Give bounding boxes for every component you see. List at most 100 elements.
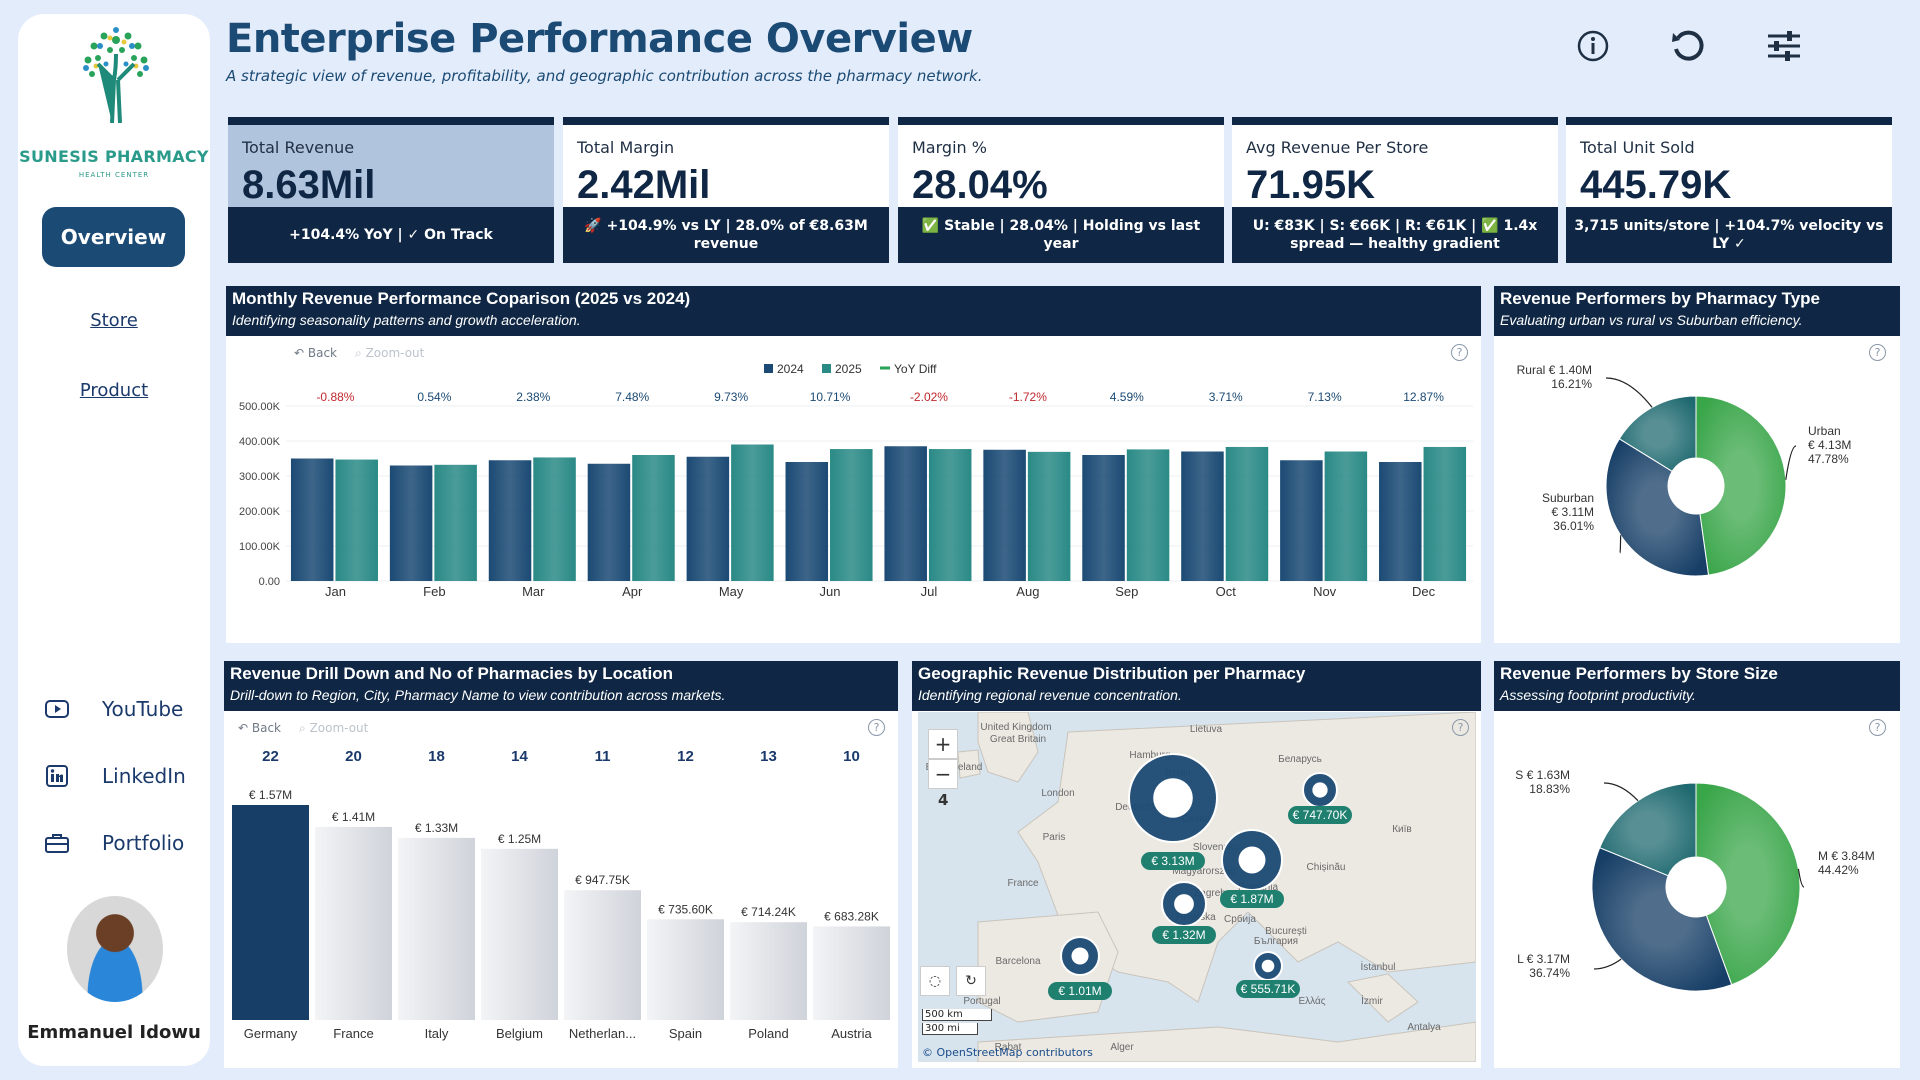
bar-2024 (785, 462, 829, 581)
slice-leader-line (1593, 958, 1622, 970)
youtube-icon (42, 697, 72, 721)
map-place-label: Antalya (1407, 1022, 1441, 1033)
back-button[interactable]: ↶ Back (294, 346, 338, 360)
map-attribution[interactable]: © OpenStreetMap contributors (922, 1046, 1093, 1059)
refresh-icon[interactable] (1668, 26, 1708, 66)
yoy-diff-label: 4.59% (1110, 390, 1144, 404)
help-icon[interactable]: ? (1452, 719, 1469, 736)
map-place-label: Slovensko (1193, 842, 1240, 853)
panel-title: Revenue Drill Down and No of Pharmacies … (230, 664, 674, 683)
bar-value-label: € 683.28K (824, 909, 879, 923)
help-icon[interactable]: ? (1869, 719, 1886, 736)
brand-tagline: HEALTH CENTER (78, 171, 150, 179)
help-icon[interactable]: ? (868, 719, 885, 736)
panel-header: Revenue Drill Down and No of Pharmacies … (224, 661, 898, 711)
location-bar (564, 890, 641, 1020)
map-zoom-out-button[interactable]: − (928, 759, 958, 789)
bubble-label-bg (1288, 806, 1352, 824)
map-zoom-in-button[interactable]: + (928, 729, 958, 759)
info-icon[interactable] (1573, 26, 1613, 66)
back-button[interactable]: ↶ Back (238, 721, 282, 735)
location-bar (813, 926, 890, 1020)
location-bar (232, 805, 309, 1020)
map-place-label: London (1041, 788, 1074, 799)
bar-2025 (1126, 449, 1170, 581)
slice-label: 36.01% (1553, 519, 1594, 533)
geo-map-panel: Geographic Revenue Distribution per Phar… (912, 661, 1481, 1068)
panel-header: Revenue Performers by Pharmacy Type Eval… (1494, 286, 1900, 336)
pharmacy-type-panel: Revenue Performers by Pharmacy Type Eval… (1494, 286, 1900, 643)
brand-logo (70, 18, 162, 128)
y-tick-label: 300.00K (239, 471, 281, 483)
y-tick-label: 200.00K (239, 506, 281, 518)
nav-store-link[interactable]: Store (90, 310, 138, 331)
slice-label: 47.78% (1808, 452, 1849, 466)
bar-2025 (1027, 451, 1071, 581)
kpi-margin-pct-card[interactable]: Margin % 28.04% ✅ Stable | 28.04% | Hold… (898, 117, 1224, 263)
bar-2024 (389, 465, 433, 581)
brand-name: SUNESIS PHARMACY (19, 147, 209, 166)
nav-overview-button[interactable]: Overview (42, 207, 185, 267)
panel-subtitle: Drill-down to Region, City, Pharmacy Nam… (230, 687, 726, 703)
location-bar (730, 922, 807, 1020)
location-bar (647, 919, 724, 1020)
map-place-label: Hamburg (1129, 750, 1170, 761)
nav-product-link[interactable]: Product (79, 380, 149, 401)
x-tick-label: Aug (1016, 584, 1039, 599)
kpi-total-revenue-card[interactable]: Total Revenue 8.63Mil +104.4% YoY | ✓ On… (228, 117, 554, 263)
map-place-label: Zagreb (1194, 888, 1226, 899)
panel-subtitle: Evaluating urban vs rural vs Suburban ef… (1500, 312, 1803, 328)
yoy-diff-label: 10.71% (810, 390, 851, 404)
kpi-value: 445.79K (1580, 163, 1732, 207)
bubble-core (1261, 959, 1275, 973)
kpi-total-margin-card[interactable]: Total Margin 2.42Mil 🚀 +104.9% vs LY | 2… (563, 117, 889, 263)
map-place-label: İzmir (1361, 994, 1383, 1007)
slice-leader-line (1785, 445, 1797, 480)
map-place-label: България (1254, 936, 1298, 947)
map-lasso-icon[interactable]: ◌ (920, 966, 950, 996)
bubble-label-bg (1236, 980, 1300, 998)
bar-2025 (632, 455, 675, 581)
map-place-label: București (1265, 926, 1307, 937)
map-scale-km: 500 km (922, 1009, 992, 1021)
x-tick-label: Mar (522, 584, 545, 599)
bar-2025 (830, 449, 873, 581)
kpi-units-sold-card[interactable]: Total Unit Sold 445.79K 3,715 units/stor… (1566, 117, 1892, 263)
bar-2024 (983, 449, 1026, 581)
bubble-label-bg (1220, 890, 1284, 908)
help-icon[interactable]: ? (1451, 344, 1468, 361)
zoom-out-button[interactable]: ⌕ Zoom-out (355, 346, 425, 360)
yoy-diff-label: -2.02% (910, 390, 948, 404)
pharmacy-count-label: 11 (595, 748, 611, 765)
pharmacy-count-label: 13 (760, 748, 777, 765)
linkedin-link[interactable]: LinkedIn (42, 761, 186, 791)
youtube-link[interactable]: YouTube (42, 694, 183, 724)
location-bar (315, 826, 392, 1020)
bubble-value-label: € 1.32M (1162, 928, 1205, 942)
x-tick-label: Austria (831, 1026, 872, 1041)
map-reset-icon[interactable]: ↻ (956, 966, 986, 996)
y-tick-label: 500.00K (239, 401, 281, 413)
zoom-out-label: Zoom-out (365, 346, 425, 360)
bar-2025 (1324, 451, 1368, 581)
x-tick-label: Belgium (496, 1026, 543, 1041)
kpi-avg-revenue-card[interactable]: Avg Revenue Per Store 71.95K U: €83K | S… (1232, 117, 1558, 263)
legend-swatch (822, 364, 831, 373)
bubble-label-bg (1152, 926, 1216, 944)
youtube-label: YouTube (102, 697, 184, 721)
yoy-diff-label: 2.38% (516, 390, 550, 404)
kpi-footnote: U: €83K | S: €66K | R: €61K | ✅ 1.4x spr… (1232, 207, 1558, 263)
portfolio-link[interactable]: Portfolio (42, 828, 184, 858)
kpi-label: Avg Revenue Per Store (1246, 138, 1429, 157)
donut-slice-s (1599, 782, 1697, 877)
zoom-out-button[interactable]: ⌕ Zoom-out (299, 721, 369, 735)
bubble-label-bg (1048, 982, 1112, 1000)
bar-value-label: € 1.25M (498, 832, 541, 846)
briefcase-icon (42, 831, 72, 855)
filter-sliders-icon[interactable] (1764, 26, 1804, 66)
help-icon[interactable]: ? (1869, 344, 1886, 361)
back-label: Back (251, 721, 282, 735)
legend-swatch (764, 364, 773, 373)
